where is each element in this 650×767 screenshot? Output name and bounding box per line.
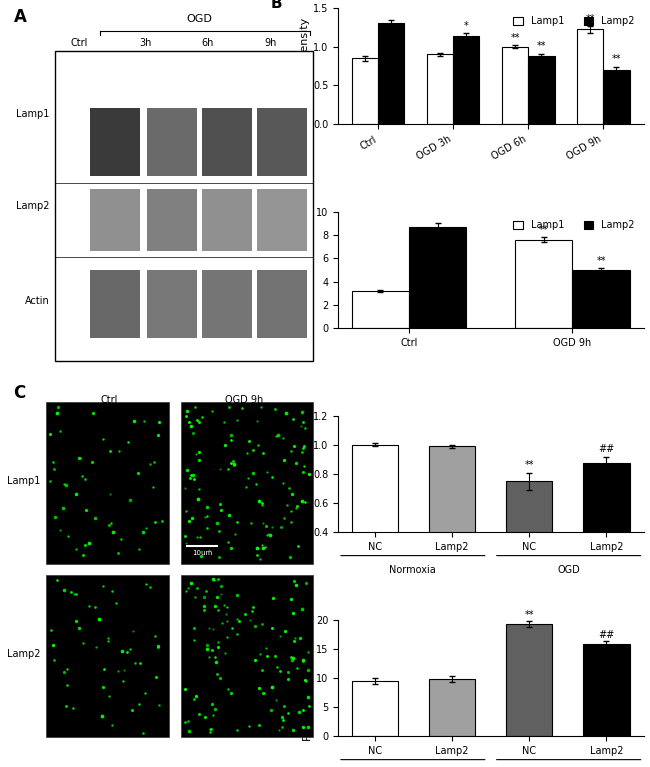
Bar — [502, 47, 528, 124]
Text: Lamp1: Lamp1 — [16, 109, 49, 119]
FancyBboxPatch shape — [147, 189, 197, 251]
Text: Normoxia: Normoxia — [389, 565, 436, 575]
Text: **: ** — [510, 33, 520, 43]
FancyBboxPatch shape — [202, 108, 252, 176]
Text: E: E — [271, 404, 281, 419]
Text: Ctrl: Ctrl — [71, 38, 88, 48]
Text: 9h: 9h — [265, 38, 277, 48]
Text: OGD: OGD — [186, 14, 212, 24]
Y-axis label: Mean Intensity of
Fluorescence: Mean Intensity of Fluorescence — [292, 222, 313, 318]
Text: Lamp2: Lamp2 — [7, 649, 40, 659]
Text: *: * — [464, 21, 469, 31]
Text: **: ** — [525, 610, 534, 620]
Text: Ctrl: Ctrl — [101, 395, 118, 405]
Text: Actin: Actin — [25, 296, 49, 306]
Bar — [515, 239, 573, 328]
Text: 10um: 10um — [192, 550, 212, 556]
Bar — [352, 445, 398, 591]
FancyBboxPatch shape — [181, 402, 313, 564]
Text: F: F — [271, 608, 281, 623]
Legend: Lamp1, Lamp2: Lamp1, Lamp2 — [510, 12, 639, 31]
Bar — [603, 70, 630, 124]
Bar — [429, 680, 475, 736]
Y-axis label: Percent Cytotoxicity %: Percent Cytotoxicity % — [303, 615, 313, 741]
Bar — [583, 644, 630, 736]
Bar — [573, 270, 630, 328]
Bar — [352, 291, 409, 328]
FancyBboxPatch shape — [147, 269, 197, 337]
Text: **: ** — [525, 459, 534, 469]
Bar — [409, 228, 466, 328]
Text: A: A — [14, 8, 27, 26]
Text: **: ** — [586, 14, 595, 24]
Text: ##: ## — [599, 630, 615, 640]
Text: C: C — [14, 384, 26, 402]
Text: **: ** — [612, 54, 621, 64]
FancyBboxPatch shape — [90, 269, 140, 337]
Bar — [506, 624, 552, 736]
Bar — [583, 463, 630, 591]
Text: OGD: OGD — [557, 565, 580, 575]
Y-axis label: Relative Intensity: Relative Intensity — [300, 18, 310, 114]
Legend: Lamp1, Lamp2: Lamp1, Lamp2 — [510, 216, 639, 235]
FancyBboxPatch shape — [147, 108, 197, 176]
Bar — [352, 58, 378, 124]
Text: 3h: 3h — [139, 38, 151, 48]
FancyBboxPatch shape — [257, 269, 307, 337]
Text: B: B — [271, 0, 282, 11]
FancyBboxPatch shape — [181, 574, 313, 737]
Text: **: ** — [539, 225, 549, 235]
Bar — [429, 446, 475, 591]
Y-axis label: Viability: Viability — [300, 452, 310, 496]
Text: Lamp1: Lamp1 — [7, 476, 40, 486]
FancyBboxPatch shape — [202, 269, 252, 337]
Text: D: D — [271, 200, 283, 215]
Text: **: ** — [596, 256, 606, 266]
Text: OGD 9h: OGD 9h — [225, 395, 263, 405]
Text: ##: ## — [599, 444, 615, 454]
FancyBboxPatch shape — [46, 402, 169, 564]
Bar — [577, 29, 603, 124]
Text: 6h: 6h — [202, 38, 214, 48]
FancyBboxPatch shape — [90, 108, 140, 176]
FancyBboxPatch shape — [46, 574, 169, 737]
FancyBboxPatch shape — [257, 108, 307, 176]
Bar — [528, 56, 554, 124]
Bar — [453, 36, 480, 124]
FancyBboxPatch shape — [90, 189, 140, 251]
Bar — [506, 482, 552, 591]
Bar — [427, 54, 453, 124]
FancyBboxPatch shape — [257, 189, 307, 251]
Text: Lamp2: Lamp2 — [16, 201, 49, 211]
Bar — [378, 23, 404, 124]
FancyBboxPatch shape — [202, 189, 252, 251]
FancyBboxPatch shape — [55, 51, 313, 361]
Bar — [352, 681, 398, 736]
Text: **: ** — [537, 41, 546, 51]
